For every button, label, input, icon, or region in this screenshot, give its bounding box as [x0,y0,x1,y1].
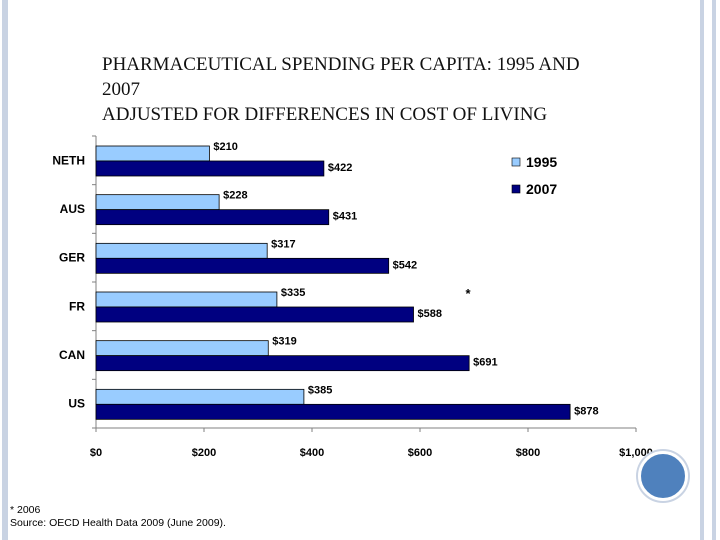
annotation-asterisk: * [465,286,471,301]
legend-label-1995: 1995 [526,154,557,170]
footnote-source: Source: OECD Health Data 2009 (June 2009… [10,517,226,529]
footnote: * 2006 Source: OECD Health Data 2009 (Ju… [10,504,226,530]
title-line-3: Adjusted for differences in cost of livi… [102,104,548,125]
data-label-1995: $335 [281,287,305,299]
x-tick-label: $600 [408,447,432,459]
bar-2007 [95,355,470,372]
title-line-1: Pharmaceutical spending per capita: 1995… [102,54,580,75]
bar-1995 [95,388,305,405]
bar-1995 [95,340,269,357]
data-label-2007: $588 [418,308,442,320]
data-label-2007: $542 [393,259,417,271]
x-tick-label: $200 [192,447,216,459]
bar-2007 [95,403,571,420]
category-label: GER [59,251,85,265]
category-label: CAN [59,348,85,362]
right-border-rail [700,0,716,540]
data-label-2007: $691 [473,357,497,369]
bar-1995 [95,145,210,162]
footnote-asterisk-note: * 2006 [10,504,41,516]
data-label-1995: $319 [272,336,296,348]
bar-2007 [95,209,330,226]
left-border-rail [2,0,8,540]
data-label-2007: $422 [328,162,352,174]
bar-2007 [95,257,390,274]
x-tick-label: $0 [90,447,102,459]
data-label-1995: $317 [271,238,295,250]
data-label-1995: $210 [213,141,237,153]
data-label-2007: $878 [574,405,598,417]
bar-1995 [95,291,278,308]
bar-1995 [95,194,220,211]
category-label: FR [69,299,85,313]
data-label-2007: $431 [333,211,357,223]
x-tick-label: $1,000 [619,447,653,459]
category-label: US [68,397,85,411]
category-label: AUS [60,202,85,216]
x-tick-label: $800 [516,447,540,459]
legend-swatch-2007 [511,184,521,194]
title-line-2: 2007 [102,79,140,100]
x-tick-label: $400 [300,447,324,459]
bar-2007 [95,160,325,177]
slide-title: Pharmaceutical spending per capita: 1995… [102,52,682,127]
legend-label-2007: 2007 [526,181,557,197]
data-label-1995: $228 [223,190,247,202]
decorative-circle [638,451,688,501]
legend-swatch-1995 [511,157,521,167]
data-label-1995: $385 [308,384,332,396]
bar-1995 [95,242,268,259]
bar-2007 [95,306,414,323]
category-label: NETH [52,153,85,167]
